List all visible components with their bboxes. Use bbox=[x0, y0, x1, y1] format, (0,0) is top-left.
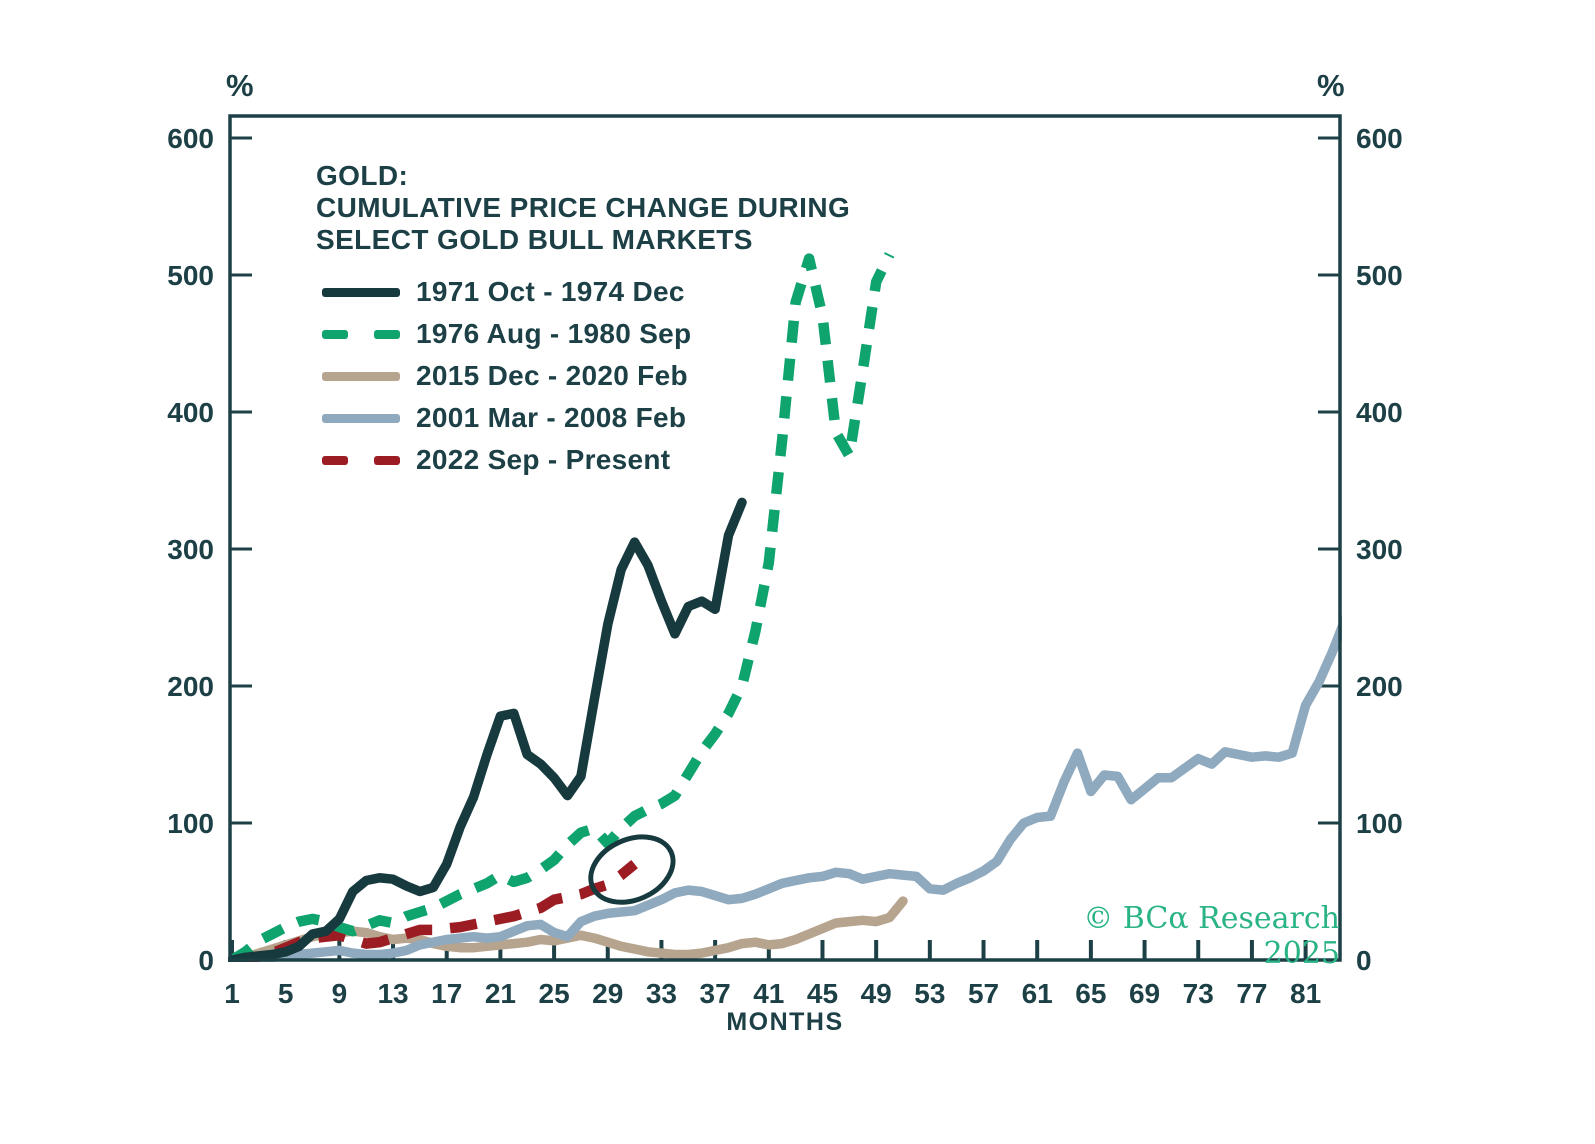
y-tick-label-left: 0 bbox=[198, 945, 214, 976]
x-tick-label: 29 bbox=[592, 978, 623, 1009]
x-tick-label: 73 bbox=[1183, 978, 1214, 1009]
legend-swatch-segment bbox=[322, 455, 348, 465]
y-tick-label-left: 500 bbox=[167, 260, 214, 291]
x-tick-label: 13 bbox=[377, 978, 408, 1009]
y-tick-label-right: 200 bbox=[1356, 671, 1403, 702]
y-tick-label-right: 400 bbox=[1356, 397, 1403, 428]
legend-label: 2001 Mar - 2008 Feb bbox=[416, 402, 687, 433]
y-tick-label-right: 100 bbox=[1356, 808, 1403, 839]
highlight-ellipse-annotation bbox=[588, 834, 676, 905]
chart-title-line-2: CUMULATIVE PRICE CHANGE DURING bbox=[316, 192, 851, 223]
x-tick-label: 1 bbox=[224, 978, 240, 1009]
y-tick-label-left: 300 bbox=[167, 534, 214, 565]
y-tick-label-left: 100 bbox=[167, 808, 214, 839]
chart-title-line-3: SELECT GOLD BULL MARKETS bbox=[316, 224, 753, 255]
x-tick-label: 53 bbox=[914, 978, 945, 1009]
legend-item: 2022 Sep - Present bbox=[322, 439, 691, 481]
y-axis-unit-right: % bbox=[1317, 68, 1345, 103]
legend-swatch-segment bbox=[322, 329, 348, 339]
x-axis-label: MONTHS bbox=[726, 1008, 844, 1036]
x-tick-label: 33 bbox=[646, 978, 677, 1009]
series-line-1976-aug-1980-sep bbox=[229, 252, 895, 962]
x-tick-label: 5 bbox=[278, 978, 294, 1009]
x-tick-label: 17 bbox=[431, 978, 462, 1009]
y-tick-label-left: 600 bbox=[167, 123, 214, 154]
legend-label: 1976 Aug - 1980 Sep bbox=[416, 318, 692, 349]
y-tick-label-left: 200 bbox=[167, 671, 214, 702]
x-tick-label: 45 bbox=[807, 978, 838, 1009]
legend-swatch-segment bbox=[322, 413, 400, 423]
x-tick-label: 69 bbox=[1129, 978, 1160, 1009]
legend-swatch-solid bbox=[322, 287, 400, 297]
legend-swatch-segment bbox=[374, 329, 400, 339]
legend-label: 1971 Oct - 1974 Dec bbox=[416, 276, 685, 307]
legend-swatch-segment bbox=[322, 371, 400, 381]
y-tick-label-right: 500 bbox=[1356, 260, 1403, 291]
legend-swatch-solid bbox=[322, 413, 400, 423]
y-axis: 0 0 100 100 200 200 300 300 400 400 500 500 600 600 bbox=[167, 123, 1402, 976]
bca-research-watermark: © BCα Research 2025 bbox=[1083, 901, 1340, 971]
legend-item: 1971 Oct - 1974 Dec bbox=[322, 271, 691, 313]
legend-swatch-dashed bbox=[322, 329, 400, 339]
legend-item: 2015 Dec - 2020 Feb bbox=[322, 355, 691, 397]
x-tick-label: 9 bbox=[332, 978, 348, 1009]
x-tick-label: 21 bbox=[485, 978, 516, 1009]
y-tick-label-left: 400 bbox=[167, 397, 214, 428]
y-tick-label-right: 600 bbox=[1356, 123, 1403, 154]
legend: 1971 Oct - 1974 Dec 1976 Aug - 1980 Sep 20… bbox=[322, 271, 691, 481]
y-axis-unit-left: % bbox=[226, 68, 254, 103]
x-tick-label: 57 bbox=[968, 978, 999, 1009]
x-tick-label: 25 bbox=[539, 978, 570, 1009]
x-tick-label: 41 bbox=[753, 978, 784, 1009]
y-tick-label-right: 0 bbox=[1356, 945, 1372, 976]
x-tick-label: 61 bbox=[1022, 978, 1053, 1009]
series-line-1971-oct-1974-dec bbox=[228, 497, 747, 962]
plot-frame bbox=[228, 114, 1342, 962]
x-tick-label: 37 bbox=[700, 978, 731, 1009]
legend-item: 2001 Mar - 2008 Feb bbox=[322, 397, 691, 439]
legend-swatch-segment bbox=[374, 455, 400, 465]
series-line-2001-mar-2008-feb bbox=[228, 614, 1342, 962]
legend-swatch-solid bbox=[322, 371, 400, 381]
x-tick-label: 81 bbox=[1290, 978, 1321, 1009]
chart-title: GOLD: CUMULATIVE PRICE CHANGE DURING SEL… bbox=[316, 160, 850, 256]
legend-label: 2022 Sep - Present bbox=[416, 444, 671, 475]
x-tick-label: 65 bbox=[1075, 978, 1106, 1009]
legend-label: 2015 Dec - 2020 Feb bbox=[416, 360, 688, 391]
chart-title-line-1: GOLD: bbox=[316, 160, 409, 191]
legend-swatch-dashed bbox=[322, 455, 400, 465]
x-tick-label: 49 bbox=[861, 978, 892, 1009]
x-tick-label: 77 bbox=[1236, 978, 1267, 1009]
legend-swatch-segment bbox=[322, 287, 400, 297]
legend-item: 1976 Aug - 1980 Sep bbox=[322, 313, 691, 355]
y-tick-label-right: 300 bbox=[1356, 534, 1403, 565]
series-group bbox=[228, 252, 1342, 962]
